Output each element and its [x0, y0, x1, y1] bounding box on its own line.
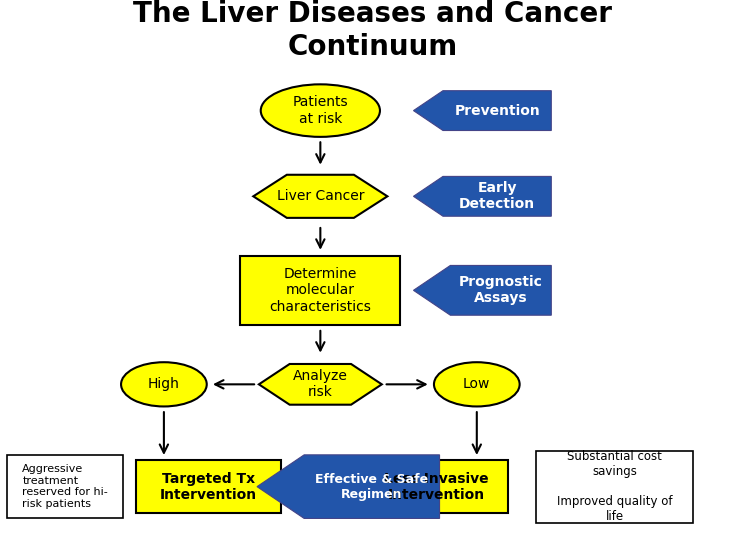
Polygon shape	[413, 176, 551, 216]
Polygon shape	[413, 265, 551, 315]
Text: Patients
at risk: Patients at risk	[293, 96, 348, 126]
Text: High: High	[148, 377, 180, 392]
Text: Less Invasive
Intervention: Less Invasive Intervention	[384, 472, 488, 502]
Ellipse shape	[261, 84, 380, 137]
Text: Aggressive
treatment
reserved for hi-
risk patients: Aggressive treatment reserved for hi- ri…	[22, 464, 108, 509]
Polygon shape	[257, 455, 440, 519]
Text: Prognostic
Assays: Prognostic Assays	[459, 275, 543, 305]
FancyBboxPatch shape	[536, 451, 693, 523]
Polygon shape	[253, 175, 387, 218]
Polygon shape	[413, 91, 551, 131]
FancyBboxPatch shape	[7, 455, 123, 519]
Text: Substantial cost
savings

Improved quality of
life: Substantial cost savings Improved qualit…	[557, 450, 673, 523]
Text: The Liver Diseases and Cancer
Continuum: The Liver Diseases and Cancer Continuum	[133, 0, 612, 61]
Polygon shape	[259, 364, 381, 405]
Text: Low: Low	[463, 377, 490, 392]
FancyBboxPatch shape	[240, 255, 401, 325]
Ellipse shape	[434, 362, 520, 406]
Ellipse shape	[121, 362, 207, 406]
Text: Analyze
risk: Analyze risk	[293, 369, 348, 399]
Text: Determine
molecular
characteristics: Determine molecular characteristics	[270, 267, 371, 314]
Text: Liver Cancer: Liver Cancer	[276, 189, 364, 204]
Text: Targeted Tx
Intervention: Targeted Tx Intervention	[160, 472, 257, 502]
Text: Early
Detection: Early Detection	[459, 181, 535, 211]
Text: Effective & Safe
Regimen: Effective & Safe Regimen	[315, 473, 428, 500]
FancyBboxPatch shape	[136, 460, 282, 513]
FancyBboxPatch shape	[363, 460, 508, 513]
Text: Prevention: Prevention	[454, 103, 540, 118]
